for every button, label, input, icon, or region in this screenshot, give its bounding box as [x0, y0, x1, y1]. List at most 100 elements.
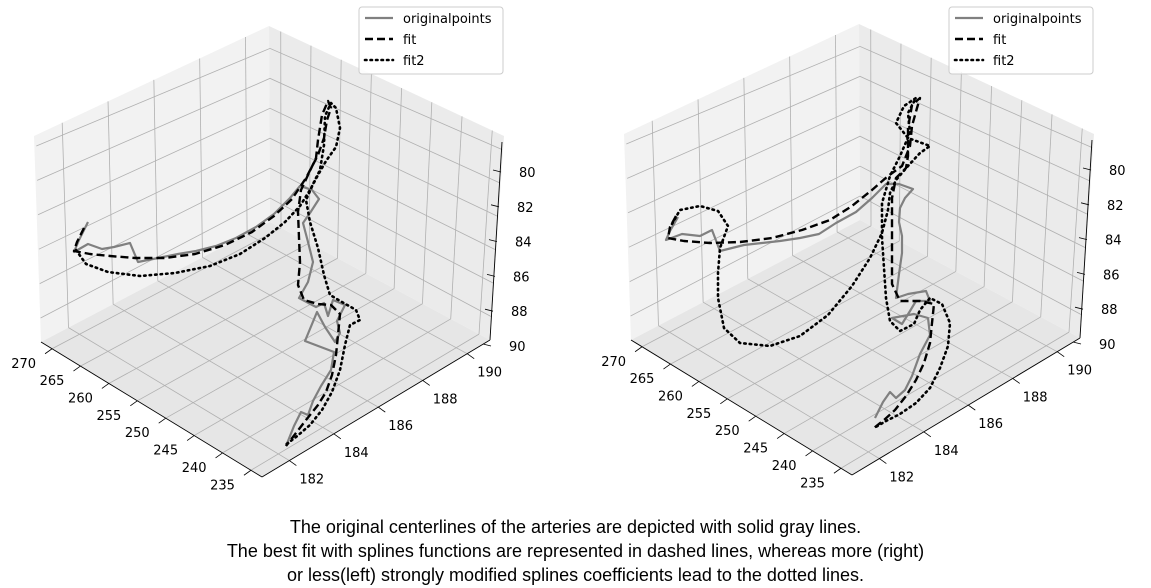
- z-tick-label: 82: [517, 201, 534, 216]
- series-line-fit2: [670, 96, 952, 430]
- legend-label-fit: fit: [403, 33, 416, 48]
- legend-label-originalpoints: originalpoints: [993, 12, 1082, 27]
- x-axis-line: [630, 339, 853, 476]
- legend-label-fit: fit: [993, 33, 1006, 48]
- grid-line-y-vert: [697, 99, 704, 303]
- x-tick-mark: [805, 450, 813, 457]
- y-tick-mark: [466, 353, 475, 360]
- y-tick-label: 186: [388, 419, 413, 434]
- grid-line-x: [698, 255, 928, 382]
- grid-line-y: [702, 301, 925, 433]
- grid-line-x-vert: [927, 57, 932, 257]
- grid-line-x-vert: [422, 102, 433, 304]
- y-tick-label: 184: [344, 446, 369, 461]
- x-tick-label: 250: [125, 426, 150, 441]
- pane-left: [624, 24, 860, 340]
- x-tick-mark: [243, 469, 252, 476]
- grid-line-x-vert: [1068, 128, 1083, 333]
- x-tick-mark: [158, 417, 166, 424]
- grid-line-x: [51, 227, 282, 350]
- x-tick-label: 265: [630, 372, 655, 387]
- grid-line-x-vert: [478, 130, 493, 335]
- series-line-fit: [666, 96, 936, 429]
- y-tick-label: 182: [889, 471, 914, 486]
- y-axis-line: [261, 339, 491, 478]
- grid-line-x: [755, 286, 985, 417]
- caption-line-1: The original centerlines of the arteries…: [289, 517, 862, 537]
- z-tick-label: 84: [515, 236, 532, 251]
- y-tick-mark: [923, 431, 932, 438]
- y-tick-mark: [289, 460, 297, 466]
- x-tick-mark: [634, 346, 643, 353]
- grid-line-y-vert: [61, 122, 69, 328]
- grid-line-y-vert: [651, 120, 659, 326]
- z-tick-mark: [486, 274, 496, 277]
- grid-line-z: [38, 137, 496, 251]
- y-tick-mark: [1012, 378, 1020, 384]
- caption-line-3: or less(left) strongly modified splines …: [287, 565, 864, 585]
- x-tick-mark: [833, 467, 842, 474]
- legend-box: [358, 6, 504, 75]
- gridlines: [36, 31, 503, 471]
- grid-line-z: [628, 135, 1086, 249]
- x-tick-label: 240: [772, 459, 797, 474]
- y-tick-mark: [968, 404, 976, 411]
- y-tick-label: 190: [477, 366, 502, 381]
- grid-line-x: [812, 316, 1041, 452]
- grid-line-y-vert: [835, 34, 838, 233]
- grid-line-x: [670, 240, 900, 365]
- grid-line-z: [37, 107, 498, 217]
- z-tick-label: 80: [1109, 164, 1126, 179]
- x-tick-label: 250: [715, 424, 740, 439]
- z-tick-mark: [1080, 202, 1090, 206]
- x-tick-label: 235: [210, 478, 235, 493]
- z-tick-mark: [1082, 167, 1092, 171]
- legend-box: [948, 6, 1094, 75]
- grid-line-x: [840, 331, 1070, 469]
- grid-line-z: [36, 77, 501, 184]
- grid-line-z: [630, 195, 1082, 317]
- pane-floor: [41, 222, 490, 477]
- z-tick-label: 84: [1105, 234, 1122, 249]
- grid-line-z: [626, 46, 1093, 149]
- y-tick-label: 190: [1067, 364, 1092, 379]
- grid-line-x-vert: [955, 71, 962, 272]
- x-tick-mark: [130, 400, 138, 407]
- grid-line-z: [40, 197, 492, 319]
- grid-line-y: [658, 325, 880, 459]
- z-tick-label: 82: [1107, 199, 1124, 214]
- series-line-fit: [72, 99, 342, 447]
- x-tick-mark: [101, 383, 110, 389]
- x-tick-label: 270: [11, 357, 36, 372]
- grid-line-x: [108, 257, 338, 384]
- x-tick-label: 260: [658, 389, 683, 404]
- grid-line-y: [112, 303, 335, 435]
- z-tick-mark: [1072, 341, 1082, 345]
- grid-line-z: [627, 105, 1088, 215]
- grid-line-y: [246, 233, 468, 355]
- x-tick-label: 235: [800, 476, 825, 491]
- grid-line-y: [68, 327, 290, 461]
- x-tick-label: 255: [96, 409, 121, 424]
- grid-line-x: [250, 333, 480, 471]
- x-tick-label: 260: [68, 391, 93, 406]
- grid-line-x-vert: [1040, 114, 1053, 317]
- y-tick-mark: [879, 458, 887, 464]
- x-tick-label: 240: [182, 461, 207, 476]
- z-tick-mark: [484, 308, 494, 312]
- y-axis-line: [851, 337, 1081, 476]
- z-tick-label: 86: [513, 270, 530, 285]
- legend: originalpoints fit fit2: [358, 6, 504, 75]
- grid-line-y-vert: [107, 101, 114, 305]
- z-tick-label: 88: [511, 305, 528, 320]
- legend-label-fit2: fit2: [993, 54, 1015, 69]
- grid-line-y-vert: [245, 36, 248, 235]
- z-tick-label: 80: [519, 166, 536, 181]
- y-tick-label: 188: [433, 392, 458, 407]
- x-tick-mark: [186, 435, 195, 441]
- grid-line-x: [783, 301, 1013, 434]
- x-tick-mark: [720, 398, 728, 405]
- grid-line-z: [39, 167, 494, 284]
